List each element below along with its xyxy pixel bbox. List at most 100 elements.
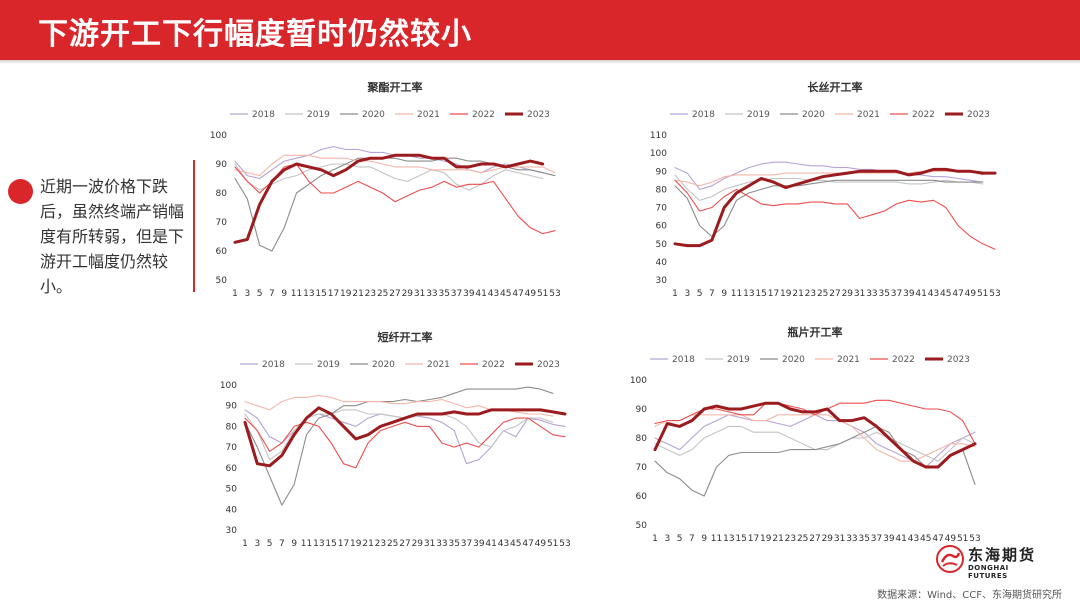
x-tick-label: 1 xyxy=(652,534,658,544)
series-line-2018 xyxy=(654,414,976,468)
x-tick-label: 5 xyxy=(677,534,683,544)
legend-label-2021: 2021 xyxy=(857,110,880,120)
x-tick-label: 21 xyxy=(352,289,363,299)
legend-label-2020: 2020 xyxy=(782,355,805,365)
x-tick-label: 41 xyxy=(915,289,926,299)
chart-bottle-chip: 瓶片开工率 2018 2019 2020 2021 2022 2023 50 60 70 80 90 1… xyxy=(620,320,990,545)
y-tick-label: 90 xyxy=(636,405,648,415)
y-tick-label: 70 xyxy=(216,218,228,228)
y-tick-label: 60 xyxy=(656,222,668,232)
series-line-2021 xyxy=(674,170,984,187)
y-tick-label: 30 xyxy=(226,526,238,536)
legend-label-2021: 2021 xyxy=(427,360,450,370)
x-tick-label: 31 xyxy=(414,289,425,299)
x-tick-label: 43 xyxy=(908,534,919,544)
header-shadow xyxy=(0,60,1080,64)
x-tick-label: 29 xyxy=(402,289,414,299)
x-tick-label: 49 xyxy=(945,534,957,544)
x-tick-label: 49 xyxy=(535,539,547,549)
x-tick-label: 27 xyxy=(809,534,820,544)
y-tick-label: 60 xyxy=(226,464,238,474)
x-tick-label: 25 xyxy=(797,534,808,544)
series-line-2018 xyxy=(234,146,556,180)
x-tick-label: 41 xyxy=(895,534,906,544)
x-tick-label: 15 xyxy=(735,534,746,544)
header-bar: 下游开工下行幅度暂时仍然较小 xyxy=(0,0,1080,60)
x-tick-label: 45 xyxy=(920,534,931,544)
x-tick-label: 27 xyxy=(389,289,400,299)
chart-title: 瓶片开工率 xyxy=(788,325,843,339)
x-tick-label: 53 xyxy=(559,539,570,549)
series-line-2023 xyxy=(653,401,977,469)
x-tick-label: 41 xyxy=(485,539,496,549)
x-tick-label: 13 xyxy=(303,289,314,299)
x-tick-label: 41 xyxy=(475,289,486,299)
legend-label-2019: 2019 xyxy=(317,360,340,370)
x-tick-label: 13 xyxy=(743,289,754,299)
legend-label-2018: 2018 xyxy=(252,110,275,120)
x-tick-label: 3 xyxy=(254,539,260,549)
chart-legend: 2018 2019 2020 2021 2022 2023 xyxy=(650,355,970,365)
x-tick-label: 37 xyxy=(871,534,882,544)
legend-label-2020: 2020 xyxy=(802,110,825,120)
x-tick-label: 17 xyxy=(328,289,339,299)
x-tick-label: 3 xyxy=(244,289,250,299)
x-tick-label: 43 xyxy=(928,289,939,299)
y-tick-label: 60 xyxy=(216,247,228,257)
x-tick-label: 19 xyxy=(350,539,362,549)
legend-label-2023: 2023 xyxy=(967,110,990,120)
y-tick-label: 90 xyxy=(656,167,668,177)
x-tick-label: 1 xyxy=(242,539,248,549)
legend-label-2018: 2018 xyxy=(262,360,285,370)
y-tick-label: 50 xyxy=(226,485,238,495)
y-tick-label: 90 xyxy=(216,160,228,170)
series-line-2023 xyxy=(673,167,997,248)
x-tick-label: 29 xyxy=(412,539,424,549)
y-tick-label: 50 xyxy=(656,240,668,250)
x-tick-label: 27 xyxy=(829,289,840,299)
x-tick-label: 11 xyxy=(291,289,302,299)
series-line-2022 xyxy=(654,399,976,445)
x-tick-label: 9 xyxy=(721,289,727,299)
x-tick-label: 17 xyxy=(748,534,759,544)
x-tick-label: 39 xyxy=(463,289,475,299)
y-tick-label: 40 xyxy=(656,258,668,268)
x-tick-label: 25 xyxy=(817,289,828,299)
x-tick-label: 47 xyxy=(952,289,963,299)
series-line-2019 xyxy=(674,174,984,201)
x-tick-label: 35 xyxy=(879,289,890,299)
y-tick-label: 70 xyxy=(636,463,648,473)
x-tick-label: 5 xyxy=(257,289,263,299)
x-tick-label: 43 xyxy=(488,289,499,299)
x-tick-label: 35 xyxy=(859,534,870,544)
x-tick-label: 33 xyxy=(436,539,447,549)
x-tick-label: 1 xyxy=(232,289,238,299)
x-tick-label: 15 xyxy=(325,539,336,549)
x-tick-label: 51 xyxy=(957,534,968,544)
series-line-2022 xyxy=(674,179,996,250)
series-line-2019 xyxy=(234,163,544,191)
x-tick-label: 21 xyxy=(792,289,803,299)
x-tick-label: 21 xyxy=(772,534,783,544)
chart-svg: 瓶片开工率 2018 2019 2020 2021 2022 2023 50 60 70 80 90 1… xyxy=(630,325,981,544)
chart-legend: 2018 2019 2020 2021 2022 2023 xyxy=(240,360,560,370)
x-tick-label: 51 xyxy=(547,539,558,549)
series-line-2021 xyxy=(654,414,976,462)
legend-label-2023: 2023 xyxy=(527,110,550,120)
chart-staple-fiber: 短纤开工率 2018 2019 2020 2021 2022 2023 30 40 50 60 70 8… xyxy=(210,325,580,550)
series-line-2020 xyxy=(674,179,984,238)
legend-label-2021: 2021 xyxy=(417,110,440,120)
bullet-dot-icon xyxy=(8,179,33,204)
y-tick-label: 70 xyxy=(226,443,238,453)
x-tick-label: 39 xyxy=(883,534,895,544)
x-tick-label: 51 xyxy=(977,289,988,299)
x-tick-label: 11 xyxy=(711,534,722,544)
x-tick-label: 47 xyxy=(932,534,943,544)
x-tick-label: 31 xyxy=(854,289,865,299)
x-tick-label: 35 xyxy=(439,289,450,299)
x-tick-label: 31 xyxy=(834,534,845,544)
x-tick-label: 49 xyxy=(965,289,977,299)
chart-svg: 聚酯开工率 2018 2019 2020 2021 2022 2023 50 60 70 80 90 1… xyxy=(210,80,561,299)
legend-label-2019: 2019 xyxy=(747,110,770,120)
x-tick-label: 3 xyxy=(664,534,670,544)
